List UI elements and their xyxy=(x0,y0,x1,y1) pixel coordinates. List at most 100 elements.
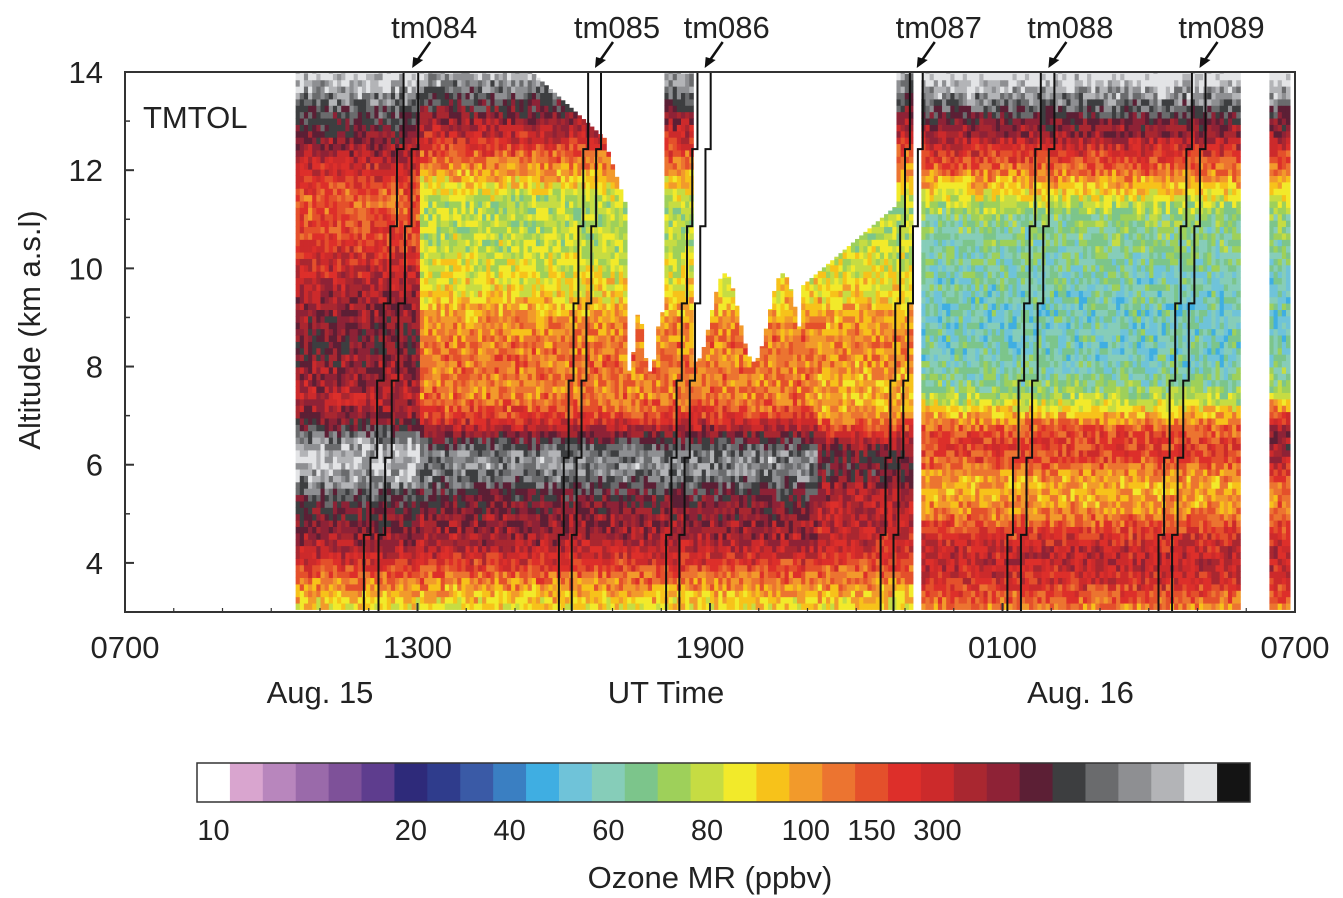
heatmap-cell xyxy=(436,111,442,119)
heatmap-cell xyxy=(486,201,491,208)
heatmap-cell xyxy=(328,169,334,176)
heatmap-cell xyxy=(370,322,375,330)
heatmap-cell xyxy=(349,424,355,432)
heatmap-cell xyxy=(337,213,342,221)
heatmap-cell xyxy=(477,347,483,355)
heatmap-cell xyxy=(349,398,355,406)
heatmap-cell xyxy=(357,296,363,304)
heatmap-cell xyxy=(482,469,487,476)
heatmap-cell xyxy=(494,111,500,119)
heatmap-cell xyxy=(316,118,321,125)
heatmap-cell xyxy=(419,430,425,438)
heatmap-cell xyxy=(419,475,425,483)
heatmap-cell xyxy=(349,124,355,132)
heatmap-cell xyxy=(448,584,454,591)
heatmap-cell xyxy=(316,596,321,604)
heatmap-cell xyxy=(303,501,309,508)
heatmap-cell xyxy=(324,220,330,228)
heatmap-cell xyxy=(399,398,404,406)
heatmap-cell xyxy=(469,584,475,591)
heatmap-cell xyxy=(428,181,433,189)
heatmap-cell xyxy=(332,552,338,559)
heatmap-cell xyxy=(527,494,533,502)
heatmap-cell xyxy=(411,373,417,381)
heatmap-cell xyxy=(353,430,359,438)
heatmap-cell xyxy=(382,532,388,540)
heatmap-cell xyxy=(341,277,346,285)
heatmap-cell xyxy=(349,584,355,591)
heatmap-cell xyxy=(386,220,392,228)
heatmap-cell xyxy=(494,584,500,591)
heatmap-cell xyxy=(477,379,483,387)
heatmap-cell xyxy=(506,367,512,374)
heatmap-cell xyxy=(498,322,504,330)
heatmap-cell xyxy=(357,373,363,381)
heatmap-cell xyxy=(332,539,338,547)
heatmap-cell xyxy=(370,367,375,374)
heatmap-cell xyxy=(519,450,524,457)
heatmap-cell xyxy=(386,309,392,317)
heatmap-cell xyxy=(378,258,384,266)
heatmap-cell xyxy=(461,86,466,94)
heatmap-cell xyxy=(477,552,483,559)
heatmap-cell xyxy=(490,341,495,349)
heatmap-cell xyxy=(523,130,529,138)
heatmap-cell xyxy=(453,584,458,591)
heatmap-cell xyxy=(337,507,342,515)
heatmap-cell xyxy=(515,277,520,285)
heatmap-cell xyxy=(494,596,500,604)
heatmap-cell xyxy=(432,545,437,553)
heatmap-cell xyxy=(515,143,520,151)
heatmap-cell xyxy=(399,315,404,323)
heatmap-cell xyxy=(399,322,404,330)
heatmap-cell xyxy=(303,201,309,208)
heatmap-cell xyxy=(390,150,396,157)
heatmap-cell xyxy=(428,309,433,317)
heatmap-cell xyxy=(511,545,516,553)
heatmap-cell xyxy=(345,545,350,553)
heatmap-cell xyxy=(312,233,317,240)
heatmap-cell xyxy=(332,233,338,240)
heatmap-cell xyxy=(357,596,363,604)
heatmap-cell xyxy=(312,156,317,164)
heatmap-cell xyxy=(316,552,321,559)
heatmap-cell xyxy=(448,201,454,208)
heatmap-cell xyxy=(299,379,305,387)
heatmap-cell xyxy=(473,245,479,253)
heatmap-cell xyxy=(519,392,524,400)
heatmap-cell xyxy=(403,315,408,323)
heatmap-cell xyxy=(320,437,326,445)
heatmap-cell xyxy=(444,79,450,87)
heatmap-cell xyxy=(457,137,462,145)
heatmap-cell xyxy=(399,558,404,566)
heatmap-cell xyxy=(407,367,413,374)
heatmap-cell xyxy=(482,354,487,362)
heatmap-cell xyxy=(411,418,417,425)
heatmap-cell xyxy=(436,398,442,406)
heatmap-cell xyxy=(337,264,342,272)
heatmap-cell xyxy=(312,475,317,483)
heatmap-cell xyxy=(440,105,446,113)
heatmap-cell xyxy=(424,181,429,189)
heatmap-cell xyxy=(531,73,537,81)
heatmap-cell xyxy=(316,194,321,202)
heatmap-cell xyxy=(482,290,487,298)
heatmap-cell xyxy=(482,111,487,119)
heatmap-cell xyxy=(345,296,350,304)
heatmap-cell xyxy=(519,150,524,157)
heatmap-cell xyxy=(527,386,533,393)
heatmap-cell xyxy=(337,481,342,489)
heatmap-cell xyxy=(506,481,512,489)
heatmap-cell xyxy=(370,277,375,285)
heatmap-cell xyxy=(299,245,305,253)
heatmap-cell xyxy=(345,207,350,215)
heatmap-cell xyxy=(490,143,495,151)
heatmap-cell xyxy=(366,596,371,604)
heatmap-cell xyxy=(308,539,313,547)
heatmap-cell xyxy=(415,526,421,534)
heatmap-cell xyxy=(407,271,413,279)
heatmap-cell xyxy=(353,532,359,540)
heatmap-cell xyxy=(448,558,454,566)
heatmap-cell xyxy=(332,424,338,432)
heatmap-cell xyxy=(465,245,471,253)
